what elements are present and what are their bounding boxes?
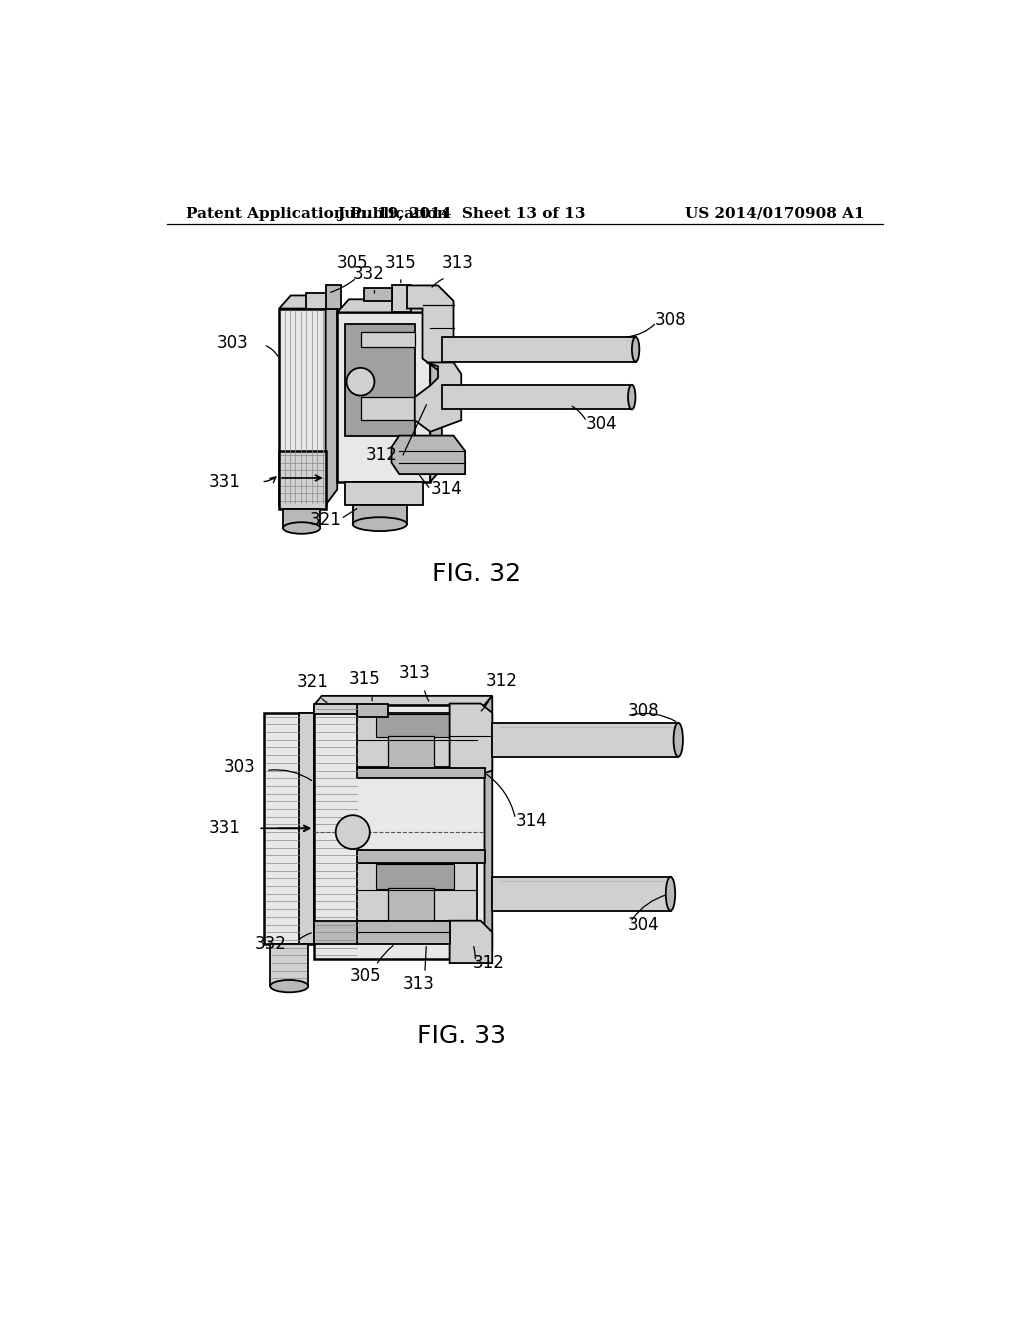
Text: 315: 315 bbox=[385, 255, 417, 272]
Text: 313: 313 bbox=[402, 974, 434, 993]
Polygon shape bbox=[306, 293, 337, 309]
Polygon shape bbox=[345, 323, 415, 436]
Text: 308: 308 bbox=[628, 702, 659, 721]
Polygon shape bbox=[299, 713, 314, 944]
Circle shape bbox=[336, 816, 370, 849]
Polygon shape bbox=[356, 713, 477, 767]
Text: 321: 321 bbox=[309, 511, 341, 529]
Polygon shape bbox=[360, 331, 415, 347]
Text: 305: 305 bbox=[337, 255, 369, 272]
Polygon shape bbox=[314, 704, 356, 714]
Text: 304: 304 bbox=[586, 414, 616, 433]
Text: 308: 308 bbox=[655, 312, 687, 329]
Polygon shape bbox=[450, 704, 493, 775]
Polygon shape bbox=[337, 313, 430, 482]
Polygon shape bbox=[280, 451, 326, 508]
Polygon shape bbox=[314, 696, 493, 705]
Polygon shape bbox=[493, 723, 678, 756]
Circle shape bbox=[346, 368, 375, 396]
Text: 314: 314 bbox=[430, 480, 462, 499]
Polygon shape bbox=[326, 285, 341, 309]
Polygon shape bbox=[314, 705, 484, 960]
Polygon shape bbox=[356, 768, 484, 779]
Ellipse shape bbox=[270, 979, 308, 993]
Polygon shape bbox=[391, 436, 465, 474]
Polygon shape bbox=[450, 921, 493, 964]
Polygon shape bbox=[442, 337, 636, 362]
Ellipse shape bbox=[283, 523, 321, 533]
Text: 312: 312 bbox=[486, 672, 518, 689]
Text: 303: 303 bbox=[216, 334, 248, 352]
Ellipse shape bbox=[628, 385, 636, 409]
Text: 332: 332 bbox=[352, 265, 384, 284]
Text: 314: 314 bbox=[515, 812, 547, 829]
Polygon shape bbox=[356, 704, 388, 717]
Polygon shape bbox=[442, 385, 632, 409]
Polygon shape bbox=[326, 296, 337, 506]
Polygon shape bbox=[391, 285, 411, 313]
Polygon shape bbox=[484, 696, 493, 960]
Polygon shape bbox=[388, 737, 434, 768]
Text: US 2014/0170908 A1: US 2014/0170908 A1 bbox=[685, 207, 864, 220]
Text: FIG. 33: FIG. 33 bbox=[417, 1024, 506, 1048]
Polygon shape bbox=[360, 397, 415, 420]
Text: 305: 305 bbox=[350, 966, 382, 985]
Polygon shape bbox=[263, 713, 314, 944]
Polygon shape bbox=[356, 863, 477, 921]
Ellipse shape bbox=[674, 723, 683, 756]
Text: Jun. 19, 2014  Sheet 13 of 13: Jun. 19, 2014 Sheet 13 of 13 bbox=[337, 207, 586, 220]
Polygon shape bbox=[407, 285, 454, 370]
Polygon shape bbox=[415, 363, 461, 432]
Polygon shape bbox=[493, 876, 671, 911]
Text: 313: 313 bbox=[398, 664, 431, 682]
Polygon shape bbox=[376, 865, 454, 890]
Polygon shape bbox=[430, 300, 442, 482]
Polygon shape bbox=[270, 944, 308, 986]
Polygon shape bbox=[280, 296, 337, 309]
Polygon shape bbox=[356, 921, 450, 944]
Text: 331: 331 bbox=[209, 473, 241, 491]
Polygon shape bbox=[376, 714, 454, 738]
Polygon shape bbox=[337, 300, 442, 313]
Ellipse shape bbox=[632, 337, 639, 362]
Ellipse shape bbox=[666, 876, 675, 911]
Text: 331: 331 bbox=[209, 820, 241, 837]
Polygon shape bbox=[314, 921, 356, 944]
Text: 312: 312 bbox=[473, 954, 505, 972]
Text: FIG. 32: FIG. 32 bbox=[432, 562, 521, 586]
Polygon shape bbox=[388, 888, 434, 923]
Polygon shape bbox=[356, 850, 484, 863]
Polygon shape bbox=[345, 482, 423, 506]
Text: 313: 313 bbox=[442, 255, 474, 272]
Text: Patent Application Publication: Patent Application Publication bbox=[186, 207, 449, 220]
Text: 332: 332 bbox=[255, 935, 287, 953]
Text: 321: 321 bbox=[297, 673, 329, 692]
Ellipse shape bbox=[352, 517, 407, 531]
Text: 312: 312 bbox=[366, 446, 397, 463]
Polygon shape bbox=[280, 309, 326, 506]
Polygon shape bbox=[352, 506, 407, 524]
Text: 304: 304 bbox=[628, 916, 659, 933]
Polygon shape bbox=[283, 508, 321, 528]
Text: 303: 303 bbox=[224, 758, 256, 776]
Text: 315: 315 bbox=[348, 671, 380, 688]
Polygon shape bbox=[365, 288, 391, 301]
